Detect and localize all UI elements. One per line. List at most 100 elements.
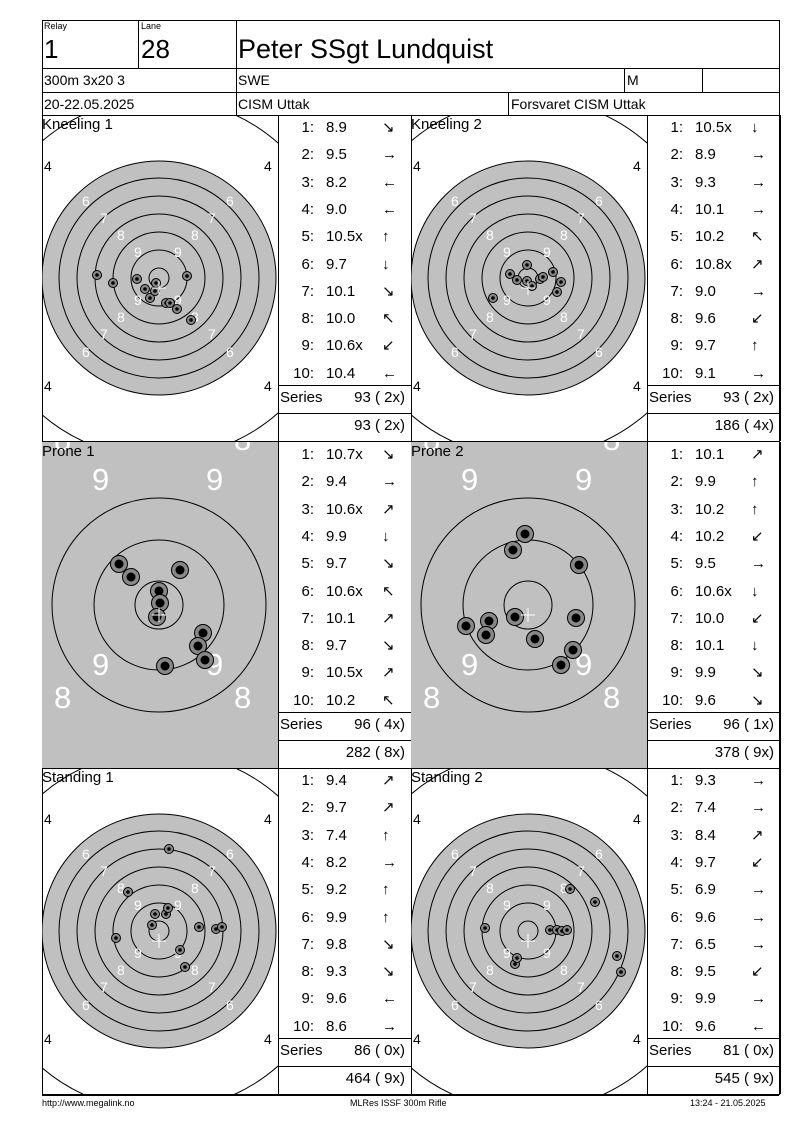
shot-hole-center xyxy=(154,281,158,285)
series-title: Prone 2 xyxy=(411,443,464,460)
ring-number: 6 xyxy=(82,344,90,360)
direction-arrow-icon: ↘ xyxy=(382,119,395,136)
shot-hole-center xyxy=(483,926,487,930)
ring-number: 9 xyxy=(503,897,511,913)
ring-number: 8 xyxy=(486,962,494,978)
header-divider xyxy=(42,92,779,93)
shot-hole-center xyxy=(220,925,224,929)
ring-number: 5 xyxy=(612,175,620,191)
direction-arrow-icon: ↗ xyxy=(382,500,395,518)
target-ring xyxy=(411,813,646,1049)
footer-timestamp: 13:24 - 21.05.2025 xyxy=(690,1098,766,1108)
block-divider xyxy=(278,115,279,441)
shot-row: 10: 8.6 → xyxy=(278,1017,411,1037)
shot-row: 3: 8.4 ↗ xyxy=(647,826,780,846)
footer-url[interactable]: http://www.megalink.no xyxy=(42,1098,135,1108)
ring-number: 9 xyxy=(174,897,182,913)
footer-software: MLRes ISSF 300m Rifle xyxy=(350,1098,447,1108)
ring-number: 6 xyxy=(595,344,603,360)
shot-row: 8: 9.7 ↘ xyxy=(278,636,411,656)
shot-value: 8.2 xyxy=(326,853,347,871)
shot-value: 6.5 xyxy=(695,935,716,953)
shot-value: 10.1 xyxy=(326,609,356,627)
ring-number: 4 xyxy=(264,158,272,174)
ring-number: 8 xyxy=(423,442,440,457)
ring-number: 8 xyxy=(603,680,620,715)
ring-number: 4 xyxy=(264,811,272,827)
shot-value: 10.2 xyxy=(695,500,725,518)
shot-row: 8: 9.3 ↘ xyxy=(278,962,411,982)
target-black-area xyxy=(411,442,647,768)
direction-arrow-icon: ↓ xyxy=(382,527,390,545)
shot-value: 9.7 xyxy=(326,637,347,655)
target-ring xyxy=(42,813,277,1049)
target-ring xyxy=(411,160,646,396)
shot-value: 8.2 xyxy=(326,173,347,191)
ring-number: 7 xyxy=(469,326,477,342)
direction-arrow-icon: → xyxy=(382,146,397,164)
shot-row: 8: 9.6 ↙ xyxy=(647,309,780,329)
shot-row: 2: 9.7 ↗ xyxy=(278,798,411,818)
shot-value: 10.5x xyxy=(326,228,363,246)
shot-hole-center xyxy=(160,661,170,671)
shot-hole-center xyxy=(95,273,99,277)
ring-number: 6 xyxy=(226,193,234,209)
running-total: 545 ( 9x) xyxy=(714,1070,774,1087)
shot-row: 5: 9.7 ↘ xyxy=(278,554,411,574)
shot-row: 9: 9.7 ↑ xyxy=(647,336,780,356)
block-divider xyxy=(647,115,648,441)
block-divider xyxy=(647,768,648,1094)
target-ring xyxy=(58,177,260,379)
shot-hole-center xyxy=(143,287,147,291)
shot-number: 1: xyxy=(301,446,314,463)
ring-number: 7 xyxy=(100,979,108,995)
shot-number: 8: xyxy=(301,637,314,655)
direction-arrow-icon: ↘ xyxy=(751,664,764,682)
shot-number: 9: xyxy=(670,990,683,1008)
shot-number: 3: xyxy=(670,826,683,844)
shot-value: 7.4 xyxy=(695,799,716,817)
shot-number: 3: xyxy=(301,826,314,844)
ring-number: 9 xyxy=(461,647,478,682)
block-divider xyxy=(411,441,780,442)
ring-number: 8 xyxy=(191,880,199,896)
direction-arrow-icon: ↗ xyxy=(382,664,395,682)
series-total: 86 ( 0x) xyxy=(354,1042,405,1059)
shot-hole-center xyxy=(551,270,555,274)
direction-arrow-icon: ↗ xyxy=(751,826,764,844)
ring-number: 8 xyxy=(191,962,199,978)
target-ring xyxy=(463,866,593,996)
ring-number: 7 xyxy=(469,979,477,995)
shot-number: 2: xyxy=(670,473,683,491)
direction-arrow-icon: ← xyxy=(382,200,397,218)
shot-row: 10: 10.4 ← xyxy=(278,364,411,384)
ring-number: 5 xyxy=(434,175,442,191)
series-sum-divider xyxy=(647,1066,780,1067)
ring-number: 4 xyxy=(413,158,421,174)
ring-number: 7 xyxy=(577,979,585,995)
ring-number: 8 xyxy=(486,227,494,243)
shot-row: 4: 10.1 → xyxy=(647,200,780,220)
shot-number: 4: xyxy=(301,853,314,871)
shot-value: 9.4 xyxy=(326,772,347,789)
running-total: 93 ( 2x) xyxy=(354,417,405,434)
shot-row: 9: 10.6x ↙ xyxy=(278,336,411,356)
shot-number: 7: xyxy=(670,282,683,300)
series-total: 93 ( 2x) xyxy=(723,389,774,406)
ring-number: 5 xyxy=(65,361,73,377)
shot-row: 2: 9.5 → xyxy=(278,145,411,165)
ring-number: 9 xyxy=(461,462,478,497)
shot-hole-center xyxy=(574,560,584,570)
shot-number: 7: xyxy=(670,609,683,627)
ring-number: 5 xyxy=(243,361,251,377)
direction-arrow-icon: ↑ xyxy=(382,908,390,926)
shot-row: 1: 10.5x ↓ xyxy=(647,118,780,138)
shot-hole-center xyxy=(114,936,118,940)
series-total: 96 ( 1x) xyxy=(723,716,774,733)
shot-number: 8: xyxy=(301,310,314,328)
shot-value: 9.2 xyxy=(326,881,347,899)
shot-value: 9.7 xyxy=(695,337,716,355)
target-ring xyxy=(42,160,277,396)
